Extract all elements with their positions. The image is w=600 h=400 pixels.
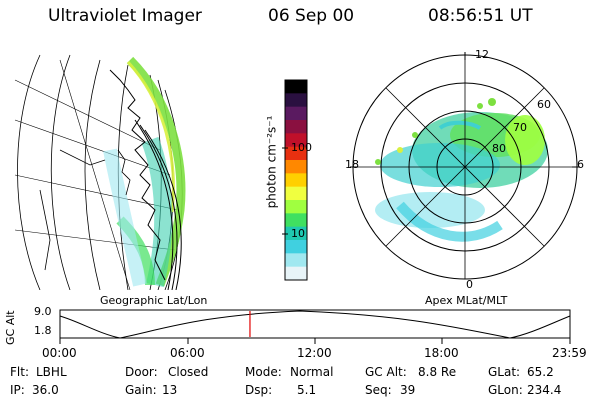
colorbar-segment xyxy=(285,240,307,254)
timeline-xtick: 18:00 xyxy=(424,346,459,360)
colorbar xyxy=(284,79,308,281)
timeline-xtick: 00:00 xyxy=(42,346,77,360)
status-gain-value: 13 xyxy=(162,383,178,397)
colorbar-segment xyxy=(285,266,307,281)
status-glon-value: 234.4 xyxy=(527,383,562,397)
timeline-xtick: 06:00 xyxy=(170,346,205,360)
colorbar-tick-100: 100 xyxy=(291,141,312,154)
geographic-map xyxy=(14,54,186,290)
status-mode-label: Mode: xyxy=(245,365,282,379)
status-door-value: Closed xyxy=(168,365,209,379)
polar-plot xyxy=(350,52,580,280)
mlat-label-80: 80 xyxy=(492,142,506,155)
status-mode-value: Normal xyxy=(290,365,334,379)
colorbar-segment xyxy=(285,160,307,174)
status-dsp-label: Dsp: xyxy=(245,383,273,397)
colorbar-segment xyxy=(285,106,307,121)
colorbar-segment xyxy=(285,213,307,228)
geographic-panel-label: Geographic Lat/Lon xyxy=(100,294,208,307)
colorbar-segment xyxy=(285,226,307,241)
status-ip-value: 36.0 xyxy=(32,383,59,397)
mlt-label-12: 12 xyxy=(475,48,489,61)
time-label: 08:56:51 UT xyxy=(428,6,533,26)
status-glat-label: GLat: xyxy=(488,365,521,379)
status-glat-value: 65.2 xyxy=(527,365,554,379)
colorbar-segment xyxy=(285,133,307,148)
status-door-label: Door: xyxy=(125,365,158,379)
timeline-xtick: 12:00 xyxy=(297,346,332,360)
colorbar-segment xyxy=(285,120,307,134)
status-seq-value: 39 xyxy=(400,383,416,397)
colorbar-segment xyxy=(285,146,307,161)
mlat-label-70: 70 xyxy=(513,121,527,134)
status-gcalt-value: 8.8 Re xyxy=(418,365,457,379)
colorbar-segment xyxy=(285,186,307,201)
timeline-ytick-high: 9.0 xyxy=(34,305,52,318)
colorbar-segment xyxy=(285,253,307,268)
colorbar-unit-label: photon cm⁻²s⁻¹ xyxy=(264,115,279,209)
apex-panel-label: Apex MLat/MLT xyxy=(425,294,508,307)
status-glon-label: GLon: xyxy=(488,383,523,397)
colorbar-segment xyxy=(285,80,307,94)
mlat-label-60: 60 xyxy=(537,98,551,111)
timeline-ytick-low: 1.8 xyxy=(34,324,52,337)
timeline-ylabel: GC Alt xyxy=(4,310,17,345)
status-flt-value: LBHL xyxy=(36,365,67,379)
colorbar-segment xyxy=(285,93,307,108)
mlt-label-0: 0 xyxy=(466,278,473,291)
status-flt-label: Flt: xyxy=(10,365,29,379)
status-gcalt-label: GC Alt: xyxy=(365,365,407,379)
instrument-title: Ultraviolet Imager xyxy=(48,6,202,26)
status-ip-label: IP: xyxy=(10,383,25,397)
date-label: 06 Sep 00 xyxy=(268,6,355,26)
colorbar-segment xyxy=(285,200,307,214)
colorbar-tick-10: 10 xyxy=(291,227,305,240)
mlt-label-18: 18 xyxy=(345,158,359,171)
status-gain-label: Gain: xyxy=(125,383,157,397)
status-seq-label: Seq: xyxy=(365,383,392,397)
timeline-plot xyxy=(59,309,571,344)
mlt-label-6: 6 xyxy=(577,158,584,171)
status-dsp-value: 5.1 xyxy=(297,383,317,397)
colorbar-segment xyxy=(285,173,307,188)
colorbar-frame xyxy=(284,79,308,281)
timeline-xtick: 23:59 xyxy=(552,346,587,360)
